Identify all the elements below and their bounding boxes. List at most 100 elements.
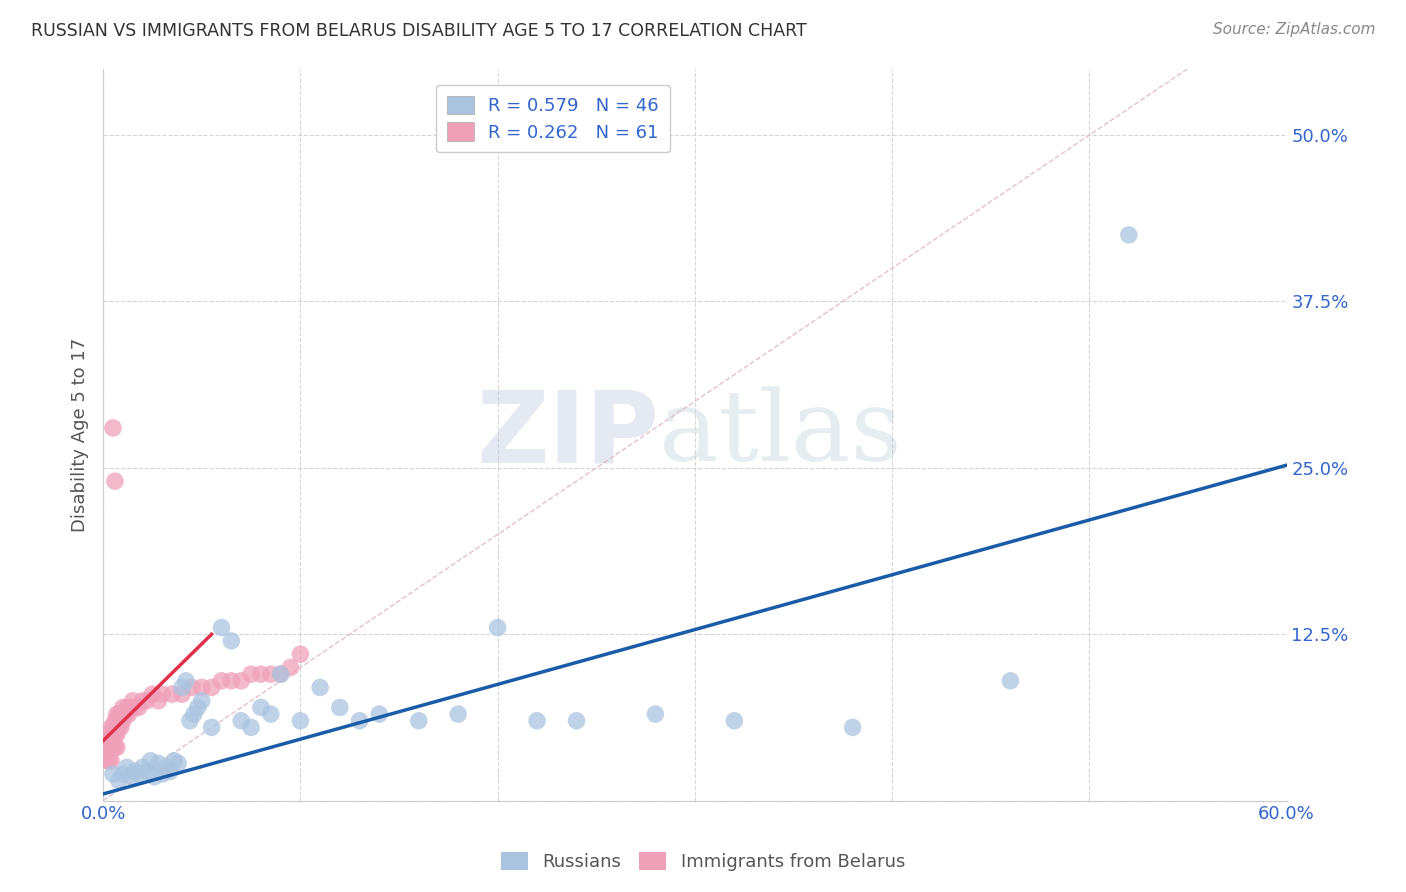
Point xyxy=(104,740,127,755)
Point xyxy=(187,700,209,714)
Point xyxy=(174,673,197,688)
Point xyxy=(309,681,332,695)
Point xyxy=(179,714,201,728)
Point xyxy=(101,767,124,781)
Point xyxy=(368,707,391,722)
Point xyxy=(118,707,141,722)
Point xyxy=(211,673,233,688)
Point xyxy=(104,714,127,728)
Y-axis label: Disability Age 5 to 17: Disability Age 5 to 17 xyxy=(72,337,89,532)
Point xyxy=(105,714,128,728)
Point xyxy=(96,747,118,761)
Point xyxy=(221,633,243,648)
Point xyxy=(180,681,202,695)
Point xyxy=(121,694,143,708)
Point xyxy=(160,687,183,701)
Point xyxy=(100,740,122,755)
Point xyxy=(108,707,131,722)
Point xyxy=(221,673,243,688)
Point xyxy=(141,687,163,701)
Point xyxy=(98,754,121,768)
Point xyxy=(111,714,134,728)
Point xyxy=(190,694,212,708)
Point xyxy=(1118,227,1140,242)
Point xyxy=(250,700,273,714)
Point xyxy=(108,773,131,788)
Legend: Russians, Immigrants from Belarus: Russians, Immigrants from Belarus xyxy=(494,845,912,879)
Point xyxy=(104,474,127,488)
Point xyxy=(723,714,745,728)
Point xyxy=(565,714,588,728)
Point xyxy=(201,681,224,695)
Text: Source: ZipAtlas.com: Source: ZipAtlas.com xyxy=(1212,22,1375,37)
Point xyxy=(447,707,470,722)
Point xyxy=(128,700,150,714)
Point xyxy=(240,720,263,734)
Point xyxy=(96,740,118,755)
Point xyxy=(120,700,142,714)
Point xyxy=(105,727,128,741)
Point xyxy=(155,760,177,774)
Point xyxy=(240,667,263,681)
Point xyxy=(111,767,134,781)
Point xyxy=(115,760,138,774)
Point xyxy=(486,621,509,635)
Point xyxy=(211,621,233,635)
Point xyxy=(260,667,283,681)
Point xyxy=(98,740,121,755)
Point xyxy=(408,714,430,728)
Legend: R = 0.579   N = 46, R = 0.262   N = 61: R = 0.579 N = 46, R = 0.262 N = 61 xyxy=(436,85,669,153)
Point xyxy=(101,727,124,741)
Point xyxy=(115,707,138,722)
Point xyxy=(100,727,122,741)
Point xyxy=(170,681,193,695)
Point xyxy=(163,754,186,768)
Text: ZIP: ZIP xyxy=(477,386,659,483)
Point xyxy=(101,720,124,734)
Text: atlas: atlas xyxy=(659,386,903,483)
Point xyxy=(150,767,173,781)
Point xyxy=(201,720,224,734)
Point xyxy=(131,760,153,774)
Point xyxy=(231,714,253,728)
Point xyxy=(526,714,548,728)
Point xyxy=(167,756,190,771)
Point xyxy=(98,747,121,761)
Point xyxy=(100,754,122,768)
Point xyxy=(159,764,181,779)
Point xyxy=(644,707,666,722)
Point xyxy=(104,727,127,741)
Point xyxy=(148,756,170,771)
Point xyxy=(329,700,352,714)
Point xyxy=(110,707,132,722)
Point xyxy=(101,740,124,755)
Point xyxy=(111,707,134,722)
Point xyxy=(148,694,170,708)
Point xyxy=(135,694,157,708)
Point xyxy=(108,714,131,728)
Point xyxy=(190,681,212,695)
Point xyxy=(110,714,132,728)
Point xyxy=(1000,673,1022,688)
Point xyxy=(115,700,138,714)
Point xyxy=(128,767,150,781)
Point xyxy=(111,700,134,714)
Point xyxy=(183,707,205,722)
Point xyxy=(349,714,371,728)
Point xyxy=(96,754,118,768)
Point xyxy=(101,421,124,435)
Point xyxy=(170,687,193,701)
Point xyxy=(105,740,128,755)
Point xyxy=(135,764,157,779)
Point xyxy=(120,770,142,784)
Point xyxy=(290,647,312,661)
Point xyxy=(231,673,253,688)
Point xyxy=(114,707,136,722)
Point xyxy=(139,754,162,768)
Point xyxy=(150,687,173,701)
Point xyxy=(100,720,122,734)
Point xyxy=(270,667,292,681)
Point xyxy=(270,667,292,681)
Point xyxy=(124,764,146,779)
Point xyxy=(100,733,122,747)
